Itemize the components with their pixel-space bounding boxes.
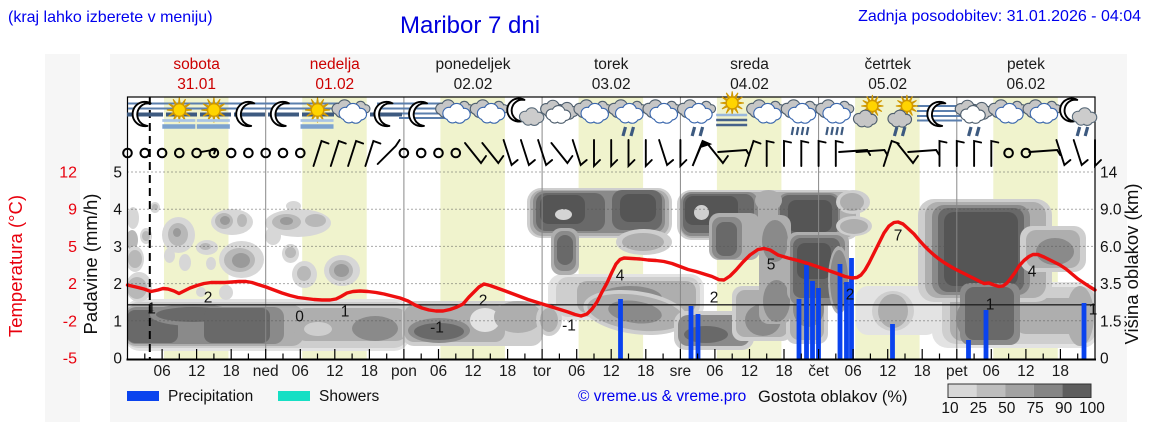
svg-text:Gostota oblakov (%): Gostota oblakov (%) bbox=[758, 388, 907, 406]
svg-text:3.5: 3.5 bbox=[1100, 276, 1122, 293]
svg-text:1: 1 bbox=[986, 297, 995, 314]
svg-text:12: 12 bbox=[603, 363, 620, 380]
svg-text:-2: -2 bbox=[63, 313, 77, 330]
svg-text:12: 12 bbox=[741, 363, 758, 380]
svg-text:0: 0 bbox=[113, 351, 122, 368]
svg-text:06: 06 bbox=[153, 363, 170, 380]
svg-text:2: 2 bbox=[479, 293, 488, 310]
svg-text:4: 4 bbox=[616, 268, 625, 285]
svg-text:tor: tor bbox=[533, 363, 551, 380]
svg-text:18: 18 bbox=[775, 363, 792, 380]
svg-text:06: 06 bbox=[292, 363, 309, 380]
svg-text:12: 12 bbox=[879, 363, 896, 380]
svg-text:18: 18 bbox=[637, 363, 654, 380]
svg-text:14: 14 bbox=[1100, 165, 1118, 182]
svg-text:1: 1 bbox=[147, 301, 156, 318]
svg-text:18: 18 bbox=[223, 363, 240, 380]
svg-text:Višina oblakov (km): Višina oblakov (km) bbox=[1121, 183, 1142, 344]
svg-text:12: 12 bbox=[326, 363, 343, 380]
svg-text:4: 4 bbox=[1028, 264, 1037, 281]
svg-text:2: 2 bbox=[68, 276, 77, 293]
svg-text:18: 18 bbox=[361, 363, 378, 380]
svg-text:0: 0 bbox=[1100, 351, 1109, 368]
svg-text:pet: pet bbox=[946, 363, 968, 380]
svg-text:5: 5 bbox=[767, 257, 776, 274]
svg-text:06: 06 bbox=[706, 363, 723, 380]
svg-text:sreda: sreda bbox=[730, 56, 769, 73]
svg-text:06: 06 bbox=[568, 363, 585, 380]
svg-text:2: 2 bbox=[113, 276, 122, 293]
svg-text:ponedeljek: ponedeljek bbox=[436, 56, 511, 73]
svg-text:čet: čet bbox=[808, 363, 829, 380]
svg-text:Precipitation: Precipitation bbox=[168, 388, 253, 405]
svg-text:pon: pon bbox=[391, 363, 417, 380]
svg-text:01.02: 01.02 bbox=[315, 76, 354, 93]
svg-text:0: 0 bbox=[295, 309, 304, 326]
svg-text:25: 25 bbox=[970, 400, 987, 417]
svg-text:10: 10 bbox=[941, 400, 959, 417]
svg-text:06.02: 06.02 bbox=[1007, 76, 1046, 93]
svg-text:75: 75 bbox=[1027, 400, 1044, 417]
svg-text:torek: torek bbox=[594, 56, 629, 73]
svg-text:9.0: 9.0 bbox=[1100, 202, 1122, 219]
svg-text:31.01: 31.01 bbox=[177, 76, 216, 93]
svg-text:sobota: sobota bbox=[173, 56, 220, 73]
svg-text:05.02: 05.02 bbox=[868, 76, 907, 93]
svg-text:Showers: Showers bbox=[319, 388, 380, 405]
svg-text:12: 12 bbox=[59, 165, 77, 182]
svg-text:-1: -1 bbox=[430, 320, 444, 337]
svg-text:2: 2 bbox=[710, 290, 719, 307]
svg-text:1: 1 bbox=[113, 313, 122, 330]
svg-text:sre: sre bbox=[670, 363, 692, 380]
svg-text:18: 18 bbox=[914, 363, 931, 380]
svg-text:02.02: 02.02 bbox=[454, 76, 493, 93]
svg-text:-1: -1 bbox=[562, 318, 576, 335]
svg-text:2: 2 bbox=[846, 287, 855, 304]
svg-text:06: 06 bbox=[430, 363, 447, 380]
svg-text:4: 4 bbox=[113, 202, 122, 219]
svg-text:5: 5 bbox=[113, 165, 122, 182]
svg-text:© vreme.us & vreme.pro: © vreme.us & vreme.pro bbox=[578, 388, 746, 405]
svg-text:nedelja: nedelja bbox=[310, 56, 360, 73]
svg-text:1: 1 bbox=[341, 304, 350, 321]
svg-text:18: 18 bbox=[499, 363, 516, 380]
svg-text:06: 06 bbox=[844, 363, 861, 380]
svg-text:100: 100 bbox=[1079, 400, 1105, 417]
svg-text:četrtek: četrtek bbox=[864, 56, 911, 73]
svg-text:12: 12 bbox=[464, 363, 481, 380]
svg-text:5: 5 bbox=[68, 239, 77, 256]
svg-text:petek: petek bbox=[1007, 56, 1045, 73]
svg-text:Padavine (mm/h): Padavine (mm/h) bbox=[80, 194, 101, 335]
svg-text:6.0: 6.0 bbox=[1100, 239, 1122, 256]
svg-text:06: 06 bbox=[983, 363, 1000, 380]
svg-text:18: 18 bbox=[1052, 363, 1069, 380]
svg-text:Zadnja posodobitev: 31.01.2026: Zadnja posodobitev: 31.01.2026 - 04:04 bbox=[858, 8, 1141, 25]
svg-text:12: 12 bbox=[1017, 363, 1034, 380]
svg-text:04.02: 04.02 bbox=[730, 76, 769, 93]
svg-text:1.5: 1.5 bbox=[1100, 313, 1122, 330]
svg-text:90: 90 bbox=[1055, 400, 1073, 417]
svg-text:2: 2 bbox=[204, 290, 213, 307]
svg-text:9: 9 bbox=[68, 202, 77, 219]
svg-text:1: 1 bbox=[1089, 302, 1098, 319]
svg-text:50: 50 bbox=[998, 400, 1016, 417]
svg-text:-5: -5 bbox=[63, 351, 77, 368]
svg-text:12: 12 bbox=[188, 363, 205, 380]
svg-text:Temperatura (°C): Temperatura (°C) bbox=[5, 195, 26, 337]
svg-text:03.02: 03.02 bbox=[592, 76, 631, 93]
svg-text:Maribor 7 dni: Maribor 7 dni bbox=[400, 12, 540, 39]
svg-text:ned: ned bbox=[253, 363, 279, 380]
svg-text:7: 7 bbox=[894, 228, 903, 245]
svg-text:3: 3 bbox=[113, 239, 122, 256]
svg-text:(kraj lahko izberete v meniju): (kraj lahko izberete v meniju) bbox=[8, 9, 213, 26]
